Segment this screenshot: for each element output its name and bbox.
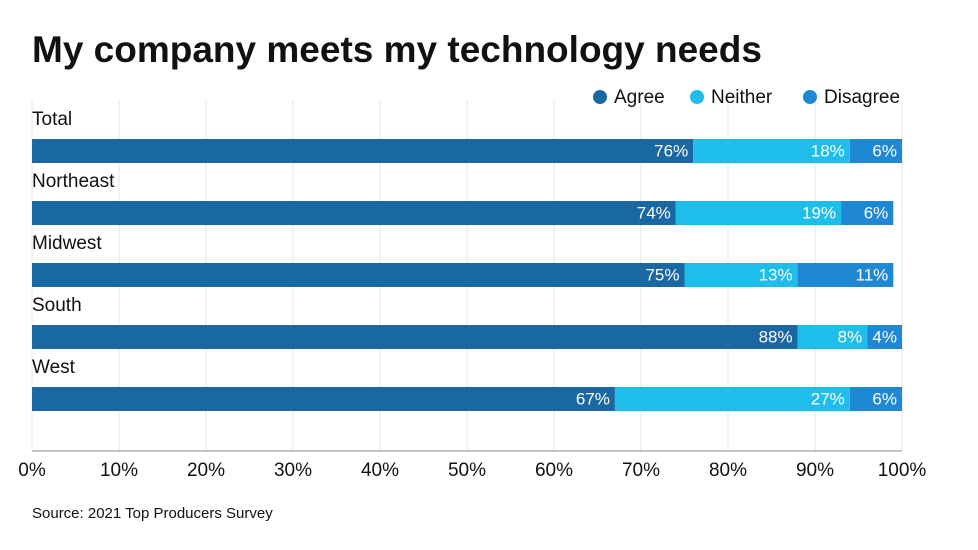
x-tick-label: 20%	[187, 460, 225, 481]
bar-segment	[693, 139, 850, 163]
x-tick-label: 10%	[100, 460, 138, 481]
value-label: 8%	[838, 327, 863, 346]
x-tick-label: 50%	[448, 460, 486, 481]
legend-swatch	[803, 90, 817, 104]
x-tick-label: 60%	[535, 460, 573, 481]
bar-segment	[684, 263, 798, 287]
bar-segment	[32, 201, 676, 225]
x-tick-label: 30%	[274, 460, 312, 481]
value-label: 74%	[637, 203, 671, 222]
bar-segment	[675, 201, 842, 225]
value-label: 11%	[856, 265, 889, 284]
bar-segment	[867, 325, 902, 349]
source: Source: 2021 Top Producers Survey	[32, 505, 273, 522]
legend-label: Disagree	[824, 87, 900, 108]
value-label: 67%	[576, 389, 610, 408]
category-label: Midwest	[32, 233, 102, 254]
bar-segment	[797, 263, 894, 287]
value-label: 88%	[759, 327, 793, 346]
category-label: Northeast	[32, 171, 115, 192]
chart-title: My company meets my technology needs	[32, 29, 762, 70]
x-tick-label: 0%	[18, 460, 46, 481]
x-tick-label: 80%	[709, 460, 747, 481]
legend-label: Neither	[711, 87, 773, 108]
legend-label: Agree	[614, 87, 665, 108]
bar-segment	[849, 387, 902, 411]
category-label: Total	[32, 109, 72, 130]
legend-swatch	[690, 90, 704, 104]
value-label: 76%	[654, 141, 688, 160]
value-label: 6%	[864, 203, 889, 222]
legend-swatch	[593, 90, 607, 104]
bar-segment	[32, 325, 798, 349]
bar-segment	[849, 139, 902, 163]
category-label: West	[32, 357, 76, 378]
x-tick-label: 40%	[361, 460, 399, 481]
x-tick-label: 100%	[878, 460, 927, 481]
bar-segment	[32, 139, 694, 163]
category-label: South	[32, 295, 82, 316]
value-label: 6%	[872, 141, 897, 160]
value-label: 18%	[811, 141, 845, 160]
value-label: 75%	[645, 265, 679, 284]
bar-segment	[841, 201, 894, 225]
value-label: 13%	[759, 265, 793, 284]
value-label: 19%	[802, 203, 836, 222]
bar-segment	[32, 263, 685, 287]
value-label: 27%	[811, 389, 845, 408]
x-tick-label: 70%	[622, 460, 660, 481]
x-tick-label: 90%	[796, 460, 834, 481]
bar-segment	[614, 387, 850, 411]
value-label: 4%	[872, 327, 897, 346]
bar-segment	[797, 325, 868, 349]
bar-segment	[32, 387, 615, 411]
value-label: 6%	[872, 389, 897, 408]
